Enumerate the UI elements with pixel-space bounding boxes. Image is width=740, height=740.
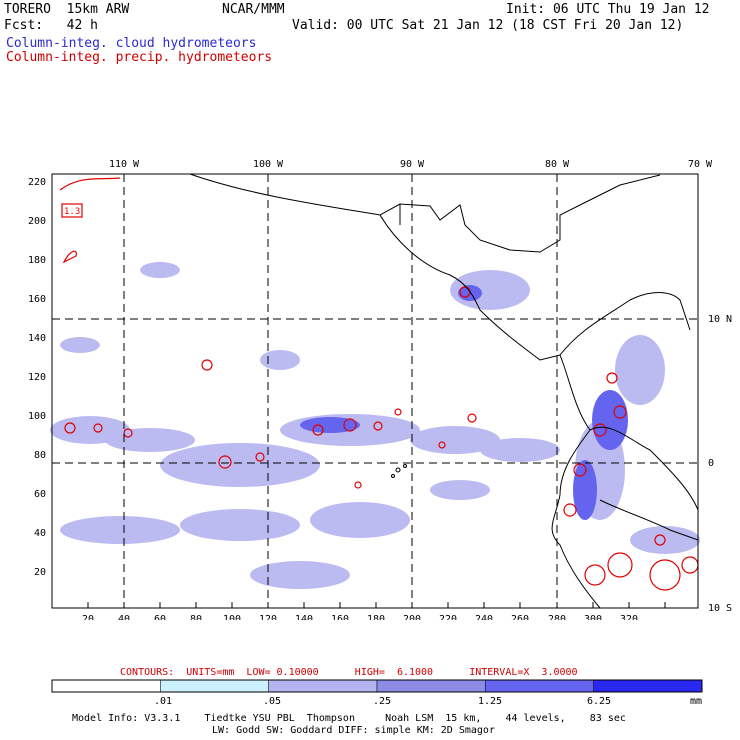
colorbar-unit: mm xyxy=(690,696,703,707)
y-tick-label: 200 xyxy=(28,216,46,227)
x-tick-label: 300 xyxy=(584,614,602,620)
colorbar-cell xyxy=(485,679,594,693)
lon-label: 90 W xyxy=(400,159,425,170)
contours-info: CONTOURS: UNITS=mm LOW= 0.10000 HIGH= 6.… xyxy=(120,667,578,678)
lon-label: 80 W xyxy=(545,159,570,170)
y-tick-label: 40 xyxy=(34,528,46,539)
model-info-line2: LW: Godd SW: Goddard DIFF: simple KM: 2D… xyxy=(212,725,495,736)
colorbar-label: .01 xyxy=(154,696,173,707)
y-tick-label: 120 xyxy=(28,372,46,383)
x-tick-label: 80 xyxy=(190,614,202,620)
forecast-hour: Fcst: 42 h xyxy=(4,18,98,33)
x-tick-label: 320 xyxy=(620,614,638,620)
colorbar-cell xyxy=(376,679,486,693)
colorbar-label: .05 xyxy=(263,696,282,707)
model-title: TORERO 15km ARW xyxy=(4,2,130,17)
x-tick-label: 200 xyxy=(403,614,421,620)
colorbar-label: .25 xyxy=(373,696,392,707)
precip-contours xyxy=(59,177,699,591)
x-tick-label: 20 xyxy=(82,614,94,620)
x-tick-label: 160 xyxy=(331,614,349,620)
colorbar-cell xyxy=(268,679,378,693)
lat-label: 10 S xyxy=(708,603,732,614)
y-tick-label: 180 xyxy=(28,255,46,266)
axis-ticks xyxy=(87,602,666,608)
x-tick-label: 280 xyxy=(548,614,566,620)
contour-box-label: 1.3 xyxy=(64,207,80,217)
field-precip-label: Column-integ. precip. hydrometeors xyxy=(6,50,273,65)
lon-label: 70 W xyxy=(688,159,713,170)
x-tick-label: 260 xyxy=(511,614,529,620)
lat-label: 10 N xyxy=(708,314,732,325)
x-tick-label: 180 xyxy=(367,614,385,620)
y-tick-label: 140 xyxy=(28,333,46,344)
latlon-grid xyxy=(52,174,698,608)
lon-label: 110 W xyxy=(109,159,140,170)
y-tick-label: 80 xyxy=(34,450,46,461)
color-bar xyxy=(51,679,703,693)
lon-label: 100 W xyxy=(253,159,284,170)
x-tick-label: 100 xyxy=(223,614,241,620)
org-label: NCAR/MMM xyxy=(222,2,285,17)
map-background xyxy=(52,174,698,608)
field-cloud-label: Column-integ. cloud hydrometeors xyxy=(6,36,257,51)
x-tick-label: 60 xyxy=(154,614,166,620)
lat-label: 0 xyxy=(708,458,714,469)
y-tick-label: 60 xyxy=(34,489,46,500)
x-tick-label: 240 xyxy=(475,614,493,620)
colorbar-label: 6.25 xyxy=(587,696,612,707)
init-time: Init: 06 UTC Thu 19 Jan 12 xyxy=(506,2,710,17)
colorbar-cell xyxy=(160,679,269,693)
valid-time: Valid: 00 UTC Sat 21 Jan 12 (18 CST Fri … xyxy=(292,18,684,33)
colorbar-cell xyxy=(593,679,703,693)
x-tick-label: 120 xyxy=(259,614,277,620)
colorbar-label: 1.25 xyxy=(478,696,503,707)
map-frame xyxy=(51,173,699,609)
x-tick-label: 220 xyxy=(439,614,457,620)
coastlines xyxy=(189,173,699,609)
y-tick-label: 100 xyxy=(28,411,46,422)
colorbar-cell xyxy=(51,679,161,693)
y-tick-label: 20 xyxy=(34,567,46,578)
model-info-line1: Model Info: V3.3.1 Tiedtke YSU PBL Thomp… xyxy=(72,713,626,724)
y-tick-label: 220 xyxy=(28,177,46,188)
weather-map: 1.3 110 W 100 W 90 W xyxy=(28,159,732,620)
x-tick-label: 140 xyxy=(295,614,313,620)
y-tick-label: 160 xyxy=(28,294,46,305)
x-tick-label: 40 xyxy=(118,614,130,620)
model-info: Model Info: V3.3.1 Tiedtke YSU PBL Thomp… xyxy=(72,713,626,737)
